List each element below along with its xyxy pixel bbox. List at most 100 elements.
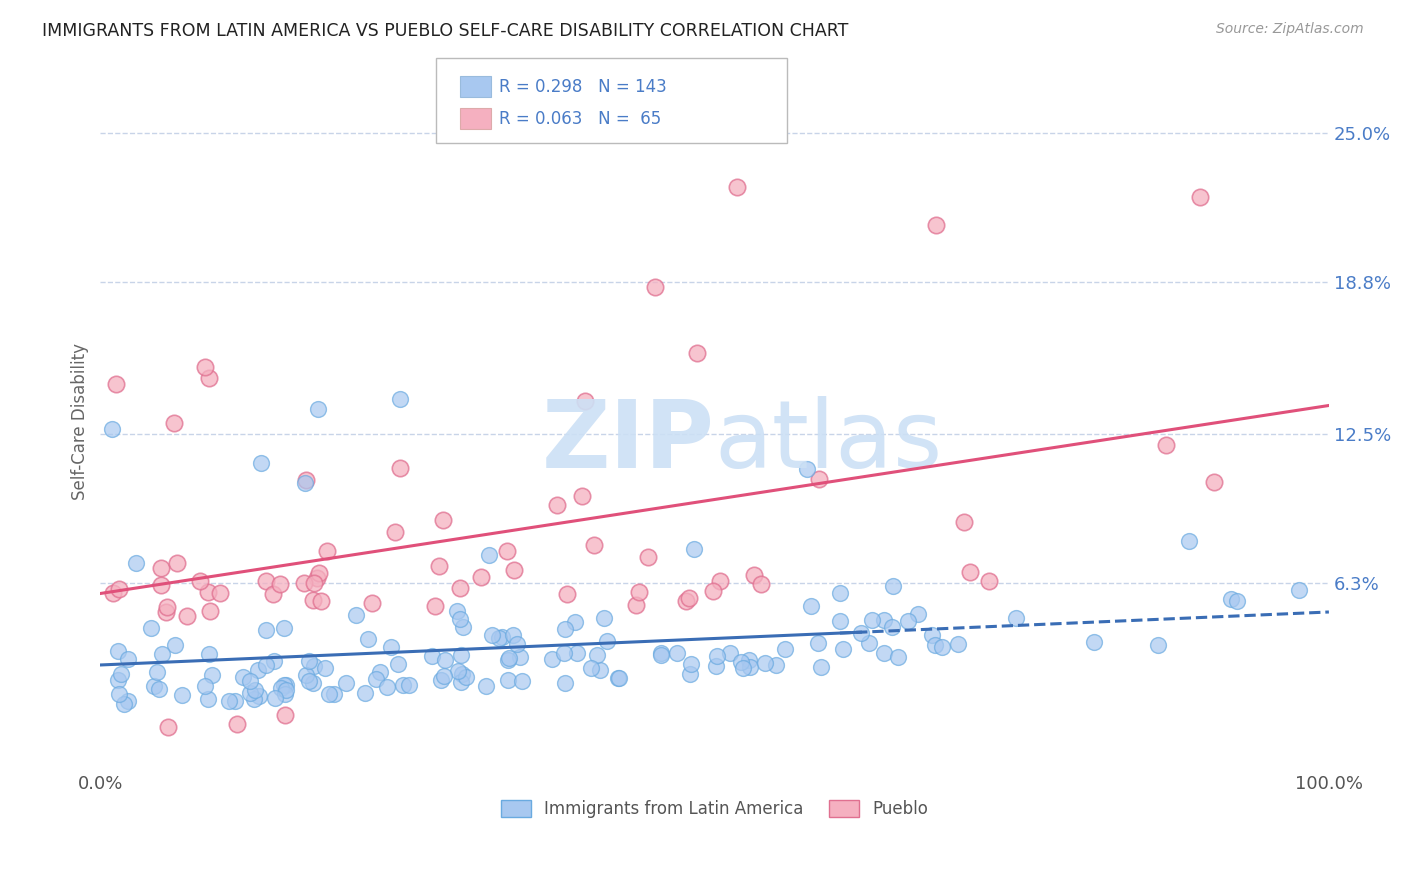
Point: [592, 611, 614, 625]
Point: [243, 682, 266, 697]
Point: [1288, 583, 1310, 598]
Point: [294, 475, 316, 490]
Point: [368, 665, 391, 680]
Point: [218, 694, 240, 708]
Point: [1189, 190, 1212, 204]
Point: [143, 679, 166, 693]
Point: [117, 694, 139, 708]
Point: [606, 671, 628, 685]
Point: [678, 591, 700, 605]
Point: [555, 587, 578, 601]
Text: ZIP: ZIP: [541, 396, 714, 489]
Point: [650, 648, 672, 662]
Point: [860, 613, 883, 627]
Point: [738, 653, 761, 667]
Point: [392, 678, 415, 692]
Point: [807, 636, 830, 650]
Point: [107, 643, 129, 657]
Point: [107, 582, 129, 597]
Point: [447, 664, 470, 678]
Point: [274, 687, 297, 701]
Point: [512, 674, 534, 689]
Point: [308, 566, 330, 581]
Point: [571, 489, 593, 503]
Point: [318, 687, 340, 701]
Point: [678, 666, 700, 681]
Point: [311, 593, 333, 607]
Point: [478, 548, 501, 562]
Point: [194, 360, 217, 375]
Point: [449, 581, 471, 595]
Point: [433, 669, 456, 683]
Point: [873, 646, 896, 660]
Point: [238, 673, 260, 688]
Point: [754, 657, 776, 671]
Point: [292, 576, 315, 591]
Point: [644, 280, 666, 294]
Point: [112, 697, 135, 711]
Point: [506, 637, 529, 651]
Point: [491, 630, 513, 644]
Text: atlas: atlas: [714, 396, 943, 489]
Point: [224, 693, 246, 707]
Point: [925, 219, 948, 233]
Point: [873, 613, 896, 627]
Point: [451, 620, 474, 634]
Point: [907, 607, 929, 622]
Point: [247, 689, 270, 703]
Point: [470, 570, 492, 584]
Point: [208, 586, 231, 600]
Point: [361, 596, 384, 610]
Point: [384, 524, 406, 539]
Point: [270, 681, 292, 695]
Point: [882, 620, 904, 634]
Point: [322, 687, 344, 701]
Point: [434, 653, 457, 667]
Point: [198, 648, 221, 662]
Legend: Immigrants from Latin America, Pueblo: Immigrants from Latin America, Pueblo: [495, 793, 935, 824]
Point: [274, 683, 297, 698]
Point: [298, 654, 321, 668]
Point: [422, 648, 444, 663]
Point: [828, 586, 851, 600]
Point: [953, 515, 976, 529]
Point: [353, 686, 375, 700]
Point: [589, 663, 612, 677]
Point: [977, 574, 1000, 588]
Point: [474, 679, 496, 693]
Point: [496, 673, 519, 687]
Point: [226, 717, 249, 731]
Point: [565, 646, 588, 660]
Point: [564, 615, 586, 630]
Point: [108, 688, 131, 702]
Point: [197, 585, 219, 599]
Point: [110, 667, 132, 681]
Point: [166, 556, 188, 570]
Y-axis label: Self-Care Disability: Self-Care Disability: [72, 343, 89, 500]
Point: [924, 638, 946, 652]
Point: [451, 667, 474, 681]
Point: [101, 585, 124, 599]
Point: [146, 665, 169, 680]
Point: [188, 574, 211, 588]
Point: [498, 651, 520, 665]
Point: [398, 678, 420, 692]
Point: [502, 628, 524, 642]
Point: [831, 641, 853, 656]
Point: [775, 642, 797, 657]
Point: [273, 621, 295, 635]
Point: [155, 605, 177, 619]
Point: [105, 377, 128, 392]
Point: [295, 473, 318, 487]
Point: [607, 671, 630, 685]
Point: [344, 608, 367, 623]
Point: [388, 461, 411, 475]
Point: [156, 599, 179, 614]
Point: [1219, 592, 1241, 607]
Point: [921, 628, 943, 642]
Point: [150, 647, 173, 661]
Point: [675, 594, 697, 608]
Point: [250, 456, 273, 470]
Point: [356, 632, 378, 646]
Point: [423, 599, 446, 613]
